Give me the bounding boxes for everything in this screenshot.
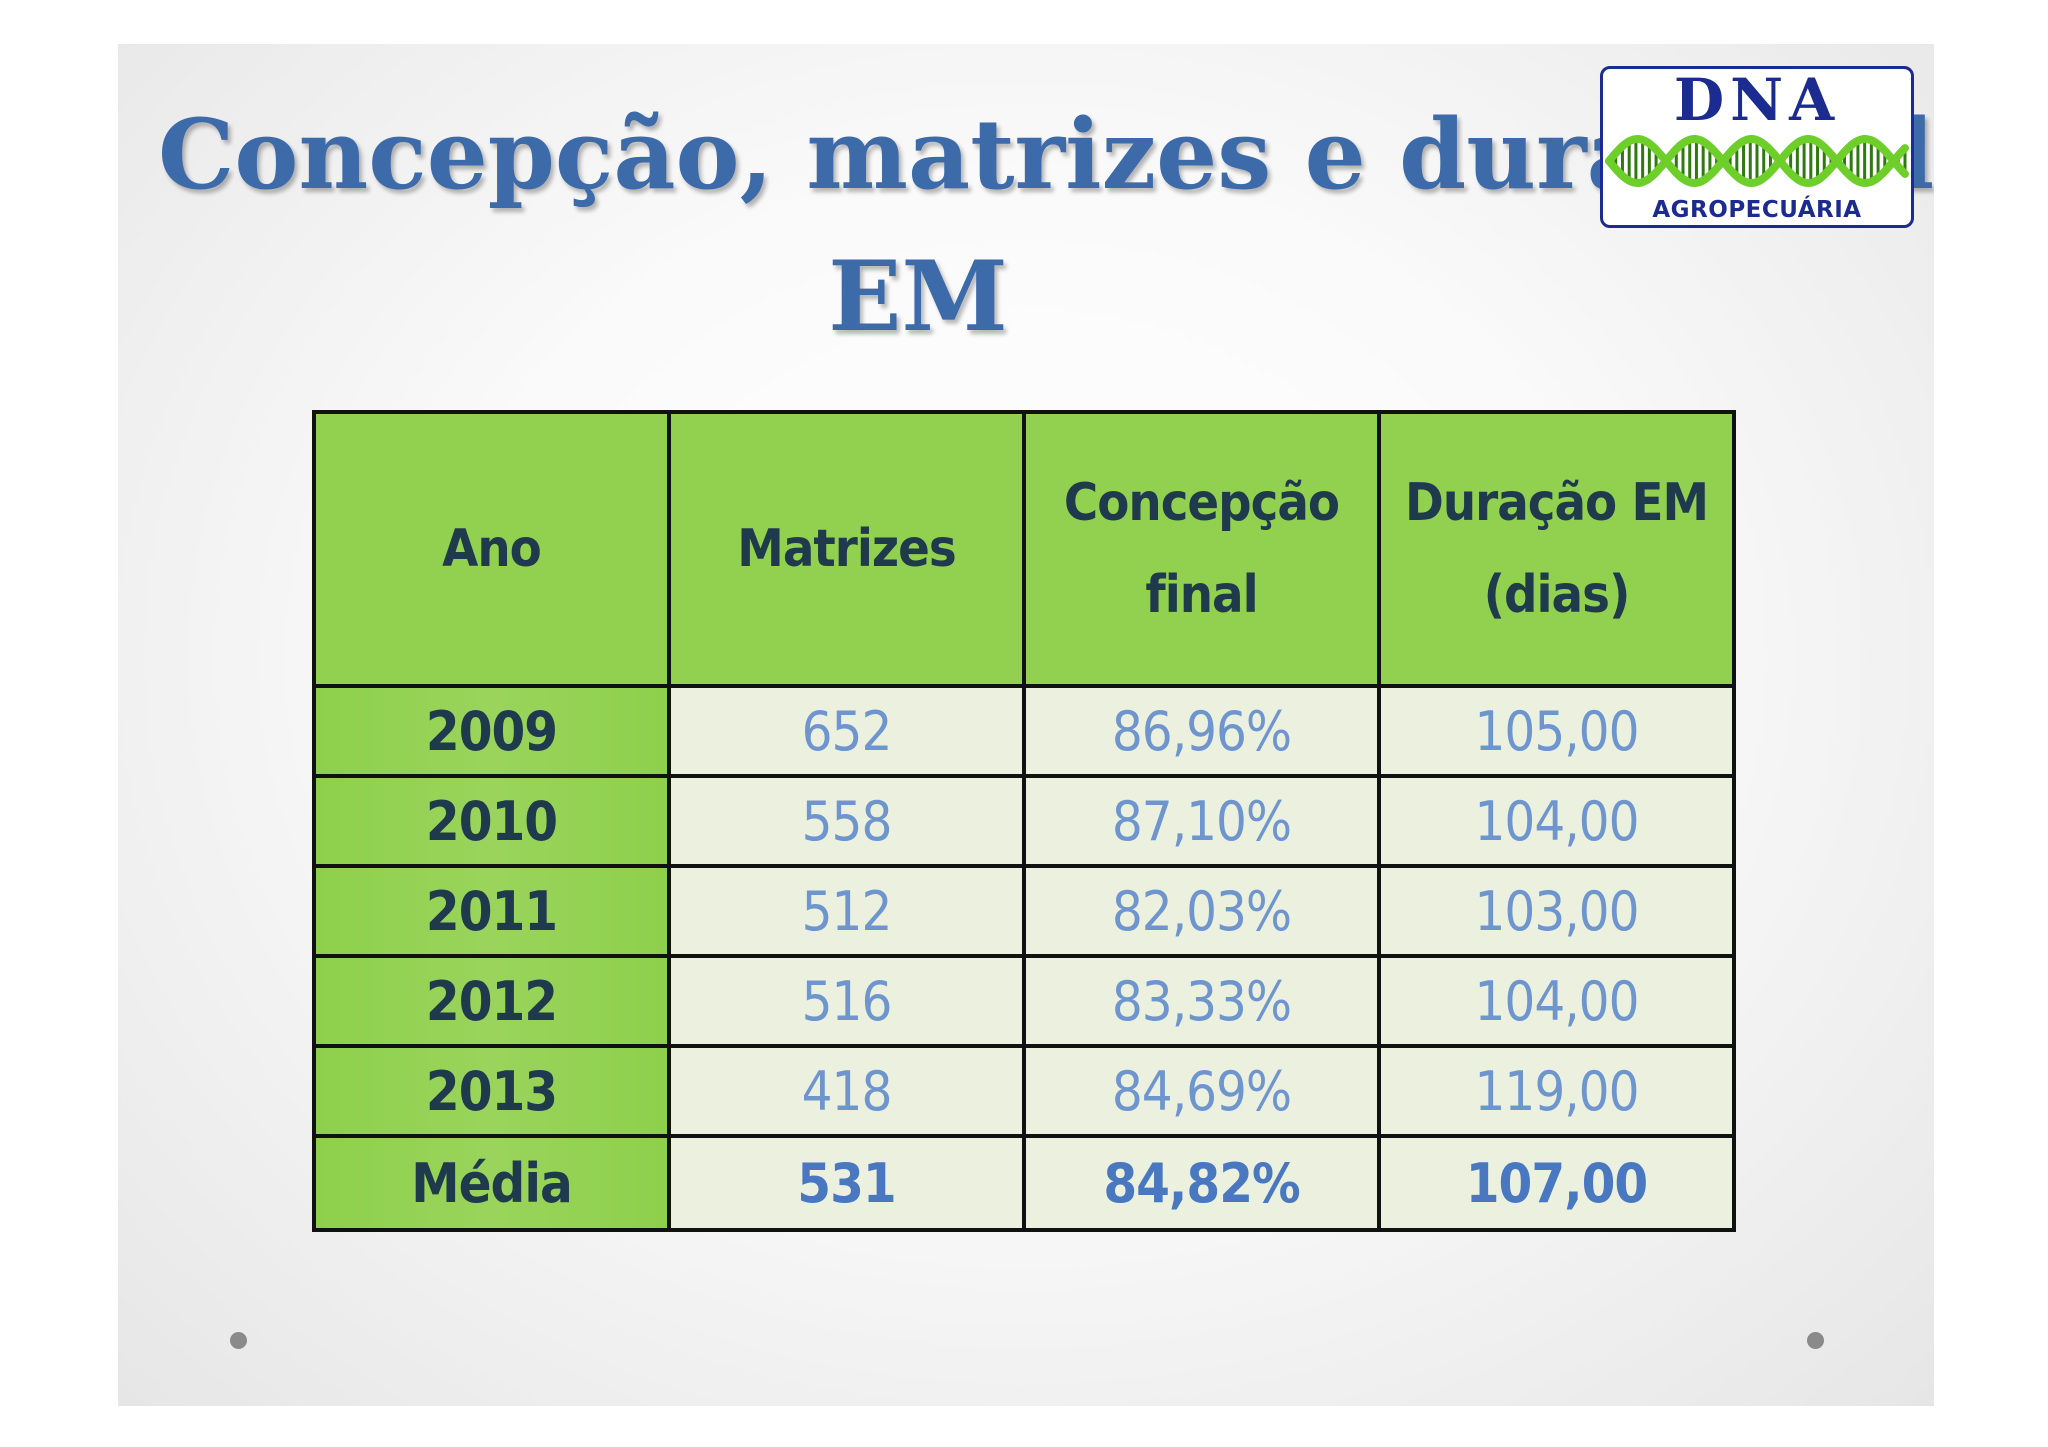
- table-row: 2012 516 83,33% 104,00: [312, 954, 1736, 1048]
- table-row: 2010 558 87,10% 104,00: [312, 774, 1736, 868]
- table-row: 2011 512 82,03% 103,00: [312, 864, 1736, 958]
- cell-ano: 2012: [312, 954, 671, 1048]
- slide: Concepção, matrizes e duração da EM DNA …: [118, 44, 1934, 1406]
- cell-ano: 2013: [312, 1044, 671, 1138]
- header-ano: Ano: [312, 410, 671, 688]
- slide-title-line1: Concepção, matrizes e duração da: [158, 98, 1934, 211]
- cell-concepcao: 84,69%: [1022, 1044, 1381, 1138]
- cell-concepcao: 86,96%: [1022, 684, 1381, 778]
- logo-subtitle-text: AGROPECUÁRIA: [1652, 197, 1862, 223]
- cell-matrizes: 512: [667, 864, 1026, 958]
- cell-duracao: 103,00: [1377, 864, 1736, 958]
- table-average-row: Média 531 84,82% 107,00: [312, 1134, 1736, 1232]
- cell-matrizes: 418: [667, 1044, 1026, 1138]
- header-concepcao-final: Concepção final: [1022, 410, 1381, 688]
- bullet-dot-right: [1807, 1332, 1824, 1349]
- table-row: 2009 652 86,96% 105,00: [312, 684, 1736, 778]
- header-matrizes: Matrizes: [667, 410, 1026, 688]
- data-table: Ano Matrizes Concepção final Duração EM …: [312, 410, 1736, 1232]
- cell-duracao: 105,00: [1377, 684, 1736, 778]
- cell-concepcao: 83,33%: [1022, 954, 1381, 1048]
- dna-agropecuaria-logo: DNA AGROPECUÁRIA: [1600, 66, 1914, 228]
- cell-duracao: 119,00: [1377, 1044, 1736, 1138]
- slide-title-line2: EM: [828, 240, 1008, 353]
- dna-helix-icon: [1605, 134, 1909, 188]
- cell-media-duracao: 107,00: [1377, 1134, 1736, 1232]
- bullet-dot-left: [230, 1332, 247, 1349]
- logo-brand-text: DNA: [1673, 66, 1841, 134]
- table-row: 2013 418 84,69% 119,00: [312, 1044, 1736, 1138]
- cell-ano: 2009: [312, 684, 671, 778]
- cell-media-matrizes: 531: [667, 1134, 1026, 1232]
- cell-concepcao: 87,10%: [1022, 774, 1381, 868]
- header-duracao-em: Duração EM (dias): [1377, 410, 1736, 688]
- cell-duracao: 104,00: [1377, 774, 1736, 868]
- cell-ano: 2010: [312, 774, 671, 868]
- cell-duracao: 104,00: [1377, 954, 1736, 1048]
- cell-matrizes: 652: [667, 684, 1026, 778]
- table-header-row: Ano Matrizes Concepção final Duração EM …: [312, 410, 1736, 688]
- cell-concepcao: 82,03%: [1022, 864, 1381, 958]
- cell-matrizes: 516: [667, 954, 1026, 1048]
- cell-ano: 2011: [312, 864, 671, 958]
- slide-title: Concepção, matrizes e duração da EM: [158, 84, 1934, 368]
- cell-media-concepcao: 84,82%: [1022, 1134, 1381, 1232]
- cell-media-label: Média: [312, 1134, 671, 1232]
- cell-matrizes: 558: [667, 774, 1026, 868]
